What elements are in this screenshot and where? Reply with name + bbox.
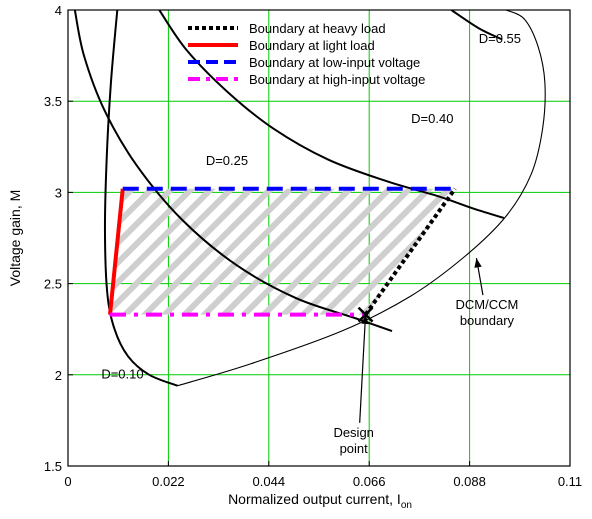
y-axis-label: Voltage gain, M: [7, 190, 23, 287]
annotation-text: point: [340, 441, 369, 456]
legend-label: Boundary at light load: [249, 38, 375, 53]
curve-label: D=0.25: [206, 153, 248, 168]
y-tick-label: 3.5: [44, 94, 62, 109]
x-axis-label: Normalized output current, Ion: [228, 491, 412, 511]
legend-label: Boundary at high-input voltage: [249, 72, 425, 87]
x-tick-label: 0.044: [253, 474, 286, 489]
x-tick-label: 0: [64, 474, 71, 489]
annotation-arrow: [359, 314, 367, 423]
curve-label: D=0.10: [101, 366, 143, 381]
y-tick-label: 2: [55, 368, 62, 383]
ticks: 0 0.022 0.044 0.066 0.088 0.11 1.5 2 2.5 3 3.5 4: [44, 3, 582, 489]
annotation-arrowhead: [361, 314, 369, 325]
x-tick-label: 0.022: [152, 474, 185, 489]
curve-label: D=0.40: [411, 111, 453, 126]
series-boundary-at-light-load: [107, 188, 125, 315]
curve-label: D=0.55: [479, 31, 521, 46]
x-tick-label: 0.088: [453, 474, 486, 489]
annotation-text: DCM/CCM: [456, 297, 519, 312]
curve-d-0-10: [103, 10, 178, 387]
annotation-arrowhead: [474, 258, 482, 268]
operating-region: [109, 188, 455, 315]
annotation-text: Design: [333, 425, 373, 440]
series-boundary-at-heavy-load: [363, 187, 457, 316]
curve-d-0-55: [450, 10, 502, 41]
curve-d-0-25: [73, 10, 393, 332]
curve-dcm-ccm-boundary: [177, 10, 546, 387]
series-lines: [107, 186, 457, 317]
legend-label: Boundary at low-input voltage: [249, 55, 420, 70]
y-tick-label: 1.5: [44, 459, 62, 474]
x-tick-label: 0.11: [558, 474, 582, 489]
y-tick-label: 3: [55, 185, 62, 200]
curve-labels: D=0.10 D=0.25 D=0.40 D=0.55: [101, 31, 521, 382]
x-tick-label: 0.066: [353, 474, 386, 489]
legend-label: Boundary at heavy load: [249, 21, 386, 36]
legend: Boundary at heavy load Boundary at light …: [188, 21, 425, 87]
y-tick-label: 4: [55, 3, 62, 18]
y-tick-label: 2.5: [44, 277, 62, 292]
annotation-text: boundary: [460, 313, 515, 328]
plot-frame: [67, 9, 571, 467]
